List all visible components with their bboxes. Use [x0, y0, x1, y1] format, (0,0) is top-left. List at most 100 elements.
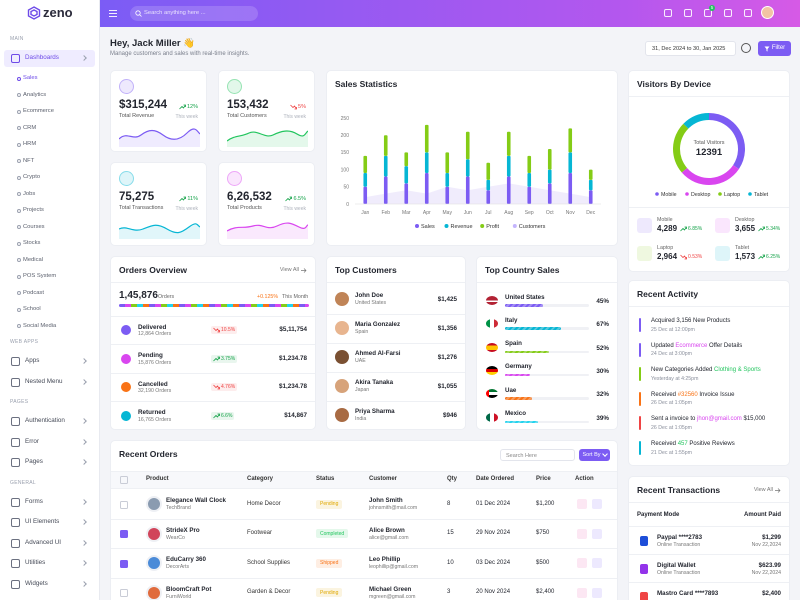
- trend-icon: [758, 254, 765, 260]
- product-image: [146, 496, 162, 512]
- nav-item[interactable]: Pages: [25, 458, 43, 465]
- chevron[interactable]: [81, 378, 87, 385]
- nav-item[interactable]: Apps: [25, 357, 40, 364]
- nav-subitem[interactable]: Medical: [23, 256, 43, 263]
- status-name: Pending: [138, 352, 163, 359]
- status-change-value: 10.5%: [221, 327, 236, 333]
- search-placeholder: Search anything here ...: [144, 10, 206, 16]
- view-button[interactable]: [592, 499, 602, 509]
- nav-subitem[interactable]: POS System: [23, 273, 57, 279]
- nav-subitem[interactable]: Ecommerce: [23, 108, 54, 114]
- activity-text-part: Received: [651, 441, 678, 447]
- nav-subitem[interactable]: NFT: [23, 157, 35, 164]
- greeting: Hey, Jack Miller 👋: [110, 38, 196, 49]
- view-all[interactable]: View All: [280, 267, 307, 274]
- checkbox[interactable]: [120, 589, 128, 597]
- edit-button[interactable]: [577, 587, 587, 598]
- nav-subitem[interactable]: Jobs: [23, 190, 36, 197]
- topbar-icon[interactable]: [704, 9, 712, 17]
- bar: [568, 128, 573, 153]
- activity-text-part: Acquired 3,156 New Products: [651, 318, 731, 324]
- bar: [527, 155, 532, 174]
- y-tick-label: 50: [343, 185, 349, 191]
- y-tick-label: 250: [341, 116, 350, 122]
- nav-subitem[interactable]: Social Media: [23, 322, 57, 329]
- search-placeholder: Search Here: [506, 452, 537, 459]
- legend-label: Mobile: [661, 192, 677, 198]
- nav-subitem[interactable]: Sales: [23, 75, 38, 81]
- topbar: Search anything here ... 5: [100, 0, 800, 27]
- column-header: Price: [536, 475, 551, 482]
- status-count: 16,765 Orders: [138, 416, 172, 423]
- activity-text-part: 457: [677, 441, 688, 447]
- nav-subitem[interactable]: Podcast: [23, 289, 44, 296]
- customer-email: mgreen@gmail.com: [369, 593, 416, 600]
- checkbox[interactable]: [120, 530, 128, 538]
- nav-subitem[interactable]: Stocks: [23, 240, 41, 246]
- checkbox[interactable]: [120, 475, 128, 484]
- chevron[interactable]: [81, 438, 87, 445]
- bar: [568, 173, 573, 204]
- settings-button[interactable]: [741, 43, 751, 53]
- filter-icon: [764, 46, 770, 51]
- nav-item[interactable]: Utilities: [25, 559, 46, 566]
- view-button[interactable]: [592, 528, 602, 539]
- nav-item[interactable]: Nested Menu: [25, 377, 63, 385]
- view-all[interactable]: View All: [754, 487, 781, 494]
- nav-subitem[interactable]: Analytics: [23, 91, 47, 98]
- filter-button[interactable]: Filter: [758, 41, 791, 56]
- chevron[interactable]: [81, 519, 87, 525]
- nav-subitem[interactable]: Courses: [23, 223, 45, 230]
- nav-subitem[interactable]: Crypto: [23, 174, 41, 180]
- flag: [486, 296, 498, 305]
- country-name: Mexico: [505, 410, 526, 417]
- customer-amount: $1,276: [437, 353, 457, 361]
- chevron[interactable]: [81, 560, 87, 566]
- edit-button[interactable]: [577, 499, 587, 509]
- nav-subitem[interactable]: Projects: [23, 207, 44, 213]
- nav-item[interactable]: Authentication: [25, 417, 65, 424]
- nav-item[interactable]: Dashboards: [25, 54, 59, 61]
- column-header: Action: [575, 475, 594, 482]
- view-button[interactable]: [592, 558, 602, 568]
- nav-item[interactable]: UI Elements: [25, 518, 60, 525]
- customer-avatar: [335, 408, 349, 422]
- bar: [588, 190, 593, 204]
- chevron[interactable]: [81, 498, 87, 505]
- topbar-icon[interactable]: [664, 9, 672, 17]
- view-button[interactable]: [592, 587, 602, 598]
- divider: [477, 282, 617, 283]
- search-input[interactable]: Search Here: [500, 449, 575, 461]
- avatar[interactable]: [761, 6, 774, 19]
- topbar-icon[interactable]: [684, 9, 692, 17]
- chevron[interactable]: [81, 358, 87, 364]
- trend-icon: [758, 226, 765, 232]
- topbar-icon[interactable]: [744, 9, 752, 17]
- date-picker[interactable]: 31, Dec 2024 to 30, Jan 2025: [645, 41, 736, 56]
- nav-item[interactable]: Widgets: [25, 579, 48, 587]
- x-tick-label: Apr: [423, 210, 431, 216]
- nav-subitem[interactable]: School: [23, 306, 41, 312]
- nav-subitem[interactable]: HRM: [23, 141, 37, 147]
- logo-icon: [27, 6, 41, 20]
- section-title: PAGES: [10, 399, 29, 405]
- chevron[interactable]: [81, 539, 87, 546]
- price: $1,200: [536, 500, 555, 507]
- filter-label: Filter: [771, 44, 786, 51]
- nav-item[interactable]: Advanced UI: [25, 538, 62, 546]
- edit-button[interactable]: [577, 528, 587, 539]
- topbar-icon[interactable]: [724, 9, 732, 17]
- nav-item[interactable]: Error: [25, 437, 39, 445]
- status-change-value: 4.76%: [221, 384, 236, 390]
- checkbox[interactable]: [120, 559, 128, 568]
- chevron[interactable]: [81, 459, 87, 465]
- edit-button[interactable]: [577, 558, 587, 568]
- nav-subitem[interactable]: CRM: [23, 124, 37, 131]
- bar: [424, 173, 429, 204]
- search-box[interactable]: Search anything here ...: [130, 6, 258, 21]
- chevron[interactable]: [81, 580, 87, 587]
- nav-item[interactable]: Forms: [25, 497, 43, 505]
- sort-button[interactable]: Sort By: [579, 449, 610, 461]
- chevron[interactable]: [81, 418, 87, 424]
- checkbox[interactable]: [120, 500, 128, 509]
